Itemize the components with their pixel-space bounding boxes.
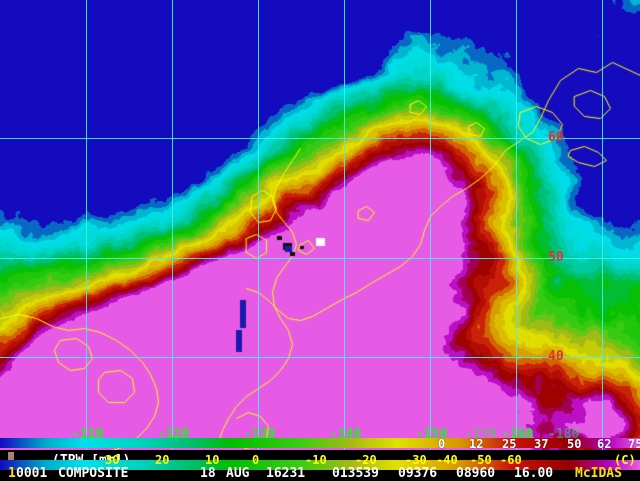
date-day: 18: [200, 466, 216, 481]
tpw-tick-25: 25: [502, 437, 517, 451]
tpw-tick-37: 37: [534, 437, 549, 451]
temp-tick-neg20: -20: [355, 453, 377, 467]
temp-tick-neg60: -60: [500, 453, 522, 467]
tpw-tick-12: 12: [469, 437, 484, 451]
status-bar: 1 0001 COMPOSITE 18 AUG 16231 013539 093…: [0, 467, 640, 480]
satellite-map[interactable]: 60 50 40 -110 -120 -130 -140 -150 -160 -170 -180: [0, 0, 640, 450]
temp-tick-neg30: -30: [405, 453, 427, 467]
temp-tick-30: 30: [105, 453, 120, 467]
tpw-tick-0: 0: [438, 437, 446, 451]
field-b: 08960: [456, 466, 496, 481]
time-stamp: 013539: [332, 466, 379, 481]
source-label: McIDAS: [575, 466, 622, 481]
temperature-colorbar: [0, 460, 640, 470]
tpw-field-canvas: [0, 0, 640, 450]
temp-tick-neg40: -40: [436, 453, 458, 467]
temp-tick-0: 0: [252, 453, 260, 467]
tpw-tick-62: 62: [597, 437, 612, 451]
julian-date: 16231: [266, 466, 306, 481]
temp-tick-20: 20: [155, 453, 170, 467]
tpw-tick-50: 50: [567, 437, 582, 451]
temperature-colorbar-ticks: 30 20 10 0 -10 -20 -30 -40 -50 -60 (C): [0, 454, 640, 467]
tpw-colorbar-ticks: 0 12 25 37 50 62 75: [0, 438, 640, 450]
temp-tick-neg50: -50: [470, 453, 492, 467]
tpw-tick-75: 75: [628, 437, 640, 451]
temp-units-label: (C): [614, 453, 636, 467]
value-readout: 16.00: [514, 466, 554, 481]
tpw-colorbar: [0, 438, 640, 448]
date-month: AUG: [226, 466, 250, 481]
image-id: 0001: [16, 466, 48, 481]
temp-tick-10: 10: [205, 453, 220, 467]
field-a: 09376: [398, 466, 438, 481]
image-type: COMPOSITE: [58, 466, 129, 481]
frame-number: 1: [8, 466, 16, 481]
temp-tick-neg10: -10: [305, 453, 327, 467]
